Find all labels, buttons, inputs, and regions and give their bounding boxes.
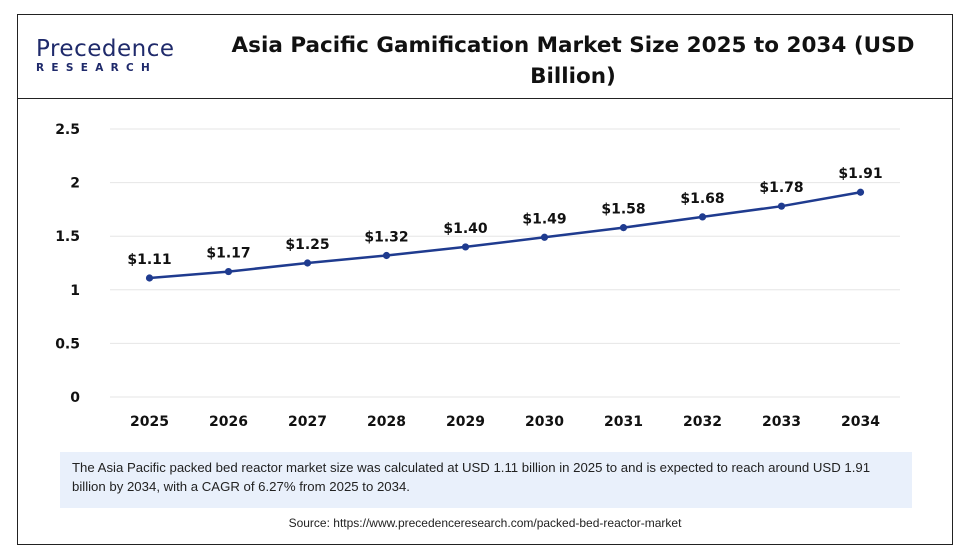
x-tick-label: 2029	[446, 414, 485, 430]
x-tick-label: 2030	[525, 414, 564, 430]
data-point	[224, 267, 233, 276]
data-label: $1.32	[364, 229, 408, 245]
data-point	[303, 259, 312, 267]
x-tick-label: 2033	[762, 414, 801, 430]
precedence-research-logo: Precedence RESEARCH	[36, 37, 176, 83]
series-line	[149, 191, 861, 280]
data-label: $1.17	[206, 246, 250, 262]
y-tick-label: 1	[70, 283, 80, 299]
y-tick-label: 2	[70, 176, 80, 192]
data-point	[777, 202, 786, 210]
data-label: $1.25	[285, 237, 329, 253]
data-point	[382, 251, 391, 260]
x-tick-label: 2028	[367, 414, 406, 430]
data-point	[461, 243, 470, 251]
data-point	[619, 224, 628, 232]
logo-wordmark: Precedence	[36, 36, 175, 62]
x-tick-label: 2031	[604, 414, 643, 430]
x-tick-label: 2026	[209, 414, 248, 430]
x-tick-label: 2027	[288, 414, 327, 430]
y-tick-label: 0	[70, 390, 80, 406]
data-point	[145, 274, 154, 282]
data-label: $1.68	[680, 191, 724, 207]
data-label: $1.11	[127, 252, 171, 268]
data-label: $1.78	[759, 180, 803, 196]
data-label: $1.58	[601, 202, 645, 218]
source-citation: Source: https://www.precedenceresearch.c…	[288, 516, 682, 530]
data-label: $1.91	[838, 166, 882, 182]
line-chart: 0 0.5 1 1.5 2 2.5 2025 2026 2027 2028 2029 2030 2031…	[55, 122, 900, 430]
y-tick-label: 1.5	[55, 229, 80, 245]
x-tick-label: 2025	[130, 414, 169, 430]
data-point	[698, 213, 707, 221]
y-tick-label: 2.5	[55, 122, 80, 138]
x-tick-label: 2032	[683, 414, 722, 430]
y-tick-label: 0.5	[55, 336, 80, 352]
chart-title: Asia Pacific Gamification Market Size 20…	[231, 33, 915, 89]
data-point	[540, 233, 549, 241]
data-label: $1.49	[522, 211, 566, 227]
data-label: $1.40	[443, 221, 488, 237]
chart-header: Precedence RESEARCH Asia Pacific Gamific…	[18, 15, 952, 99]
data-point	[856, 188, 865, 196]
logo-subtitle: RESEARCH	[36, 62, 158, 74]
x-tick-label: 2034	[841, 414, 880, 430]
chart-frame: Precedence RESEARCH Asia Pacific Gamific…	[17, 14, 953, 545]
summary-note: The Asia Pacific packed bed reactor mark…	[60, 452, 912, 508]
